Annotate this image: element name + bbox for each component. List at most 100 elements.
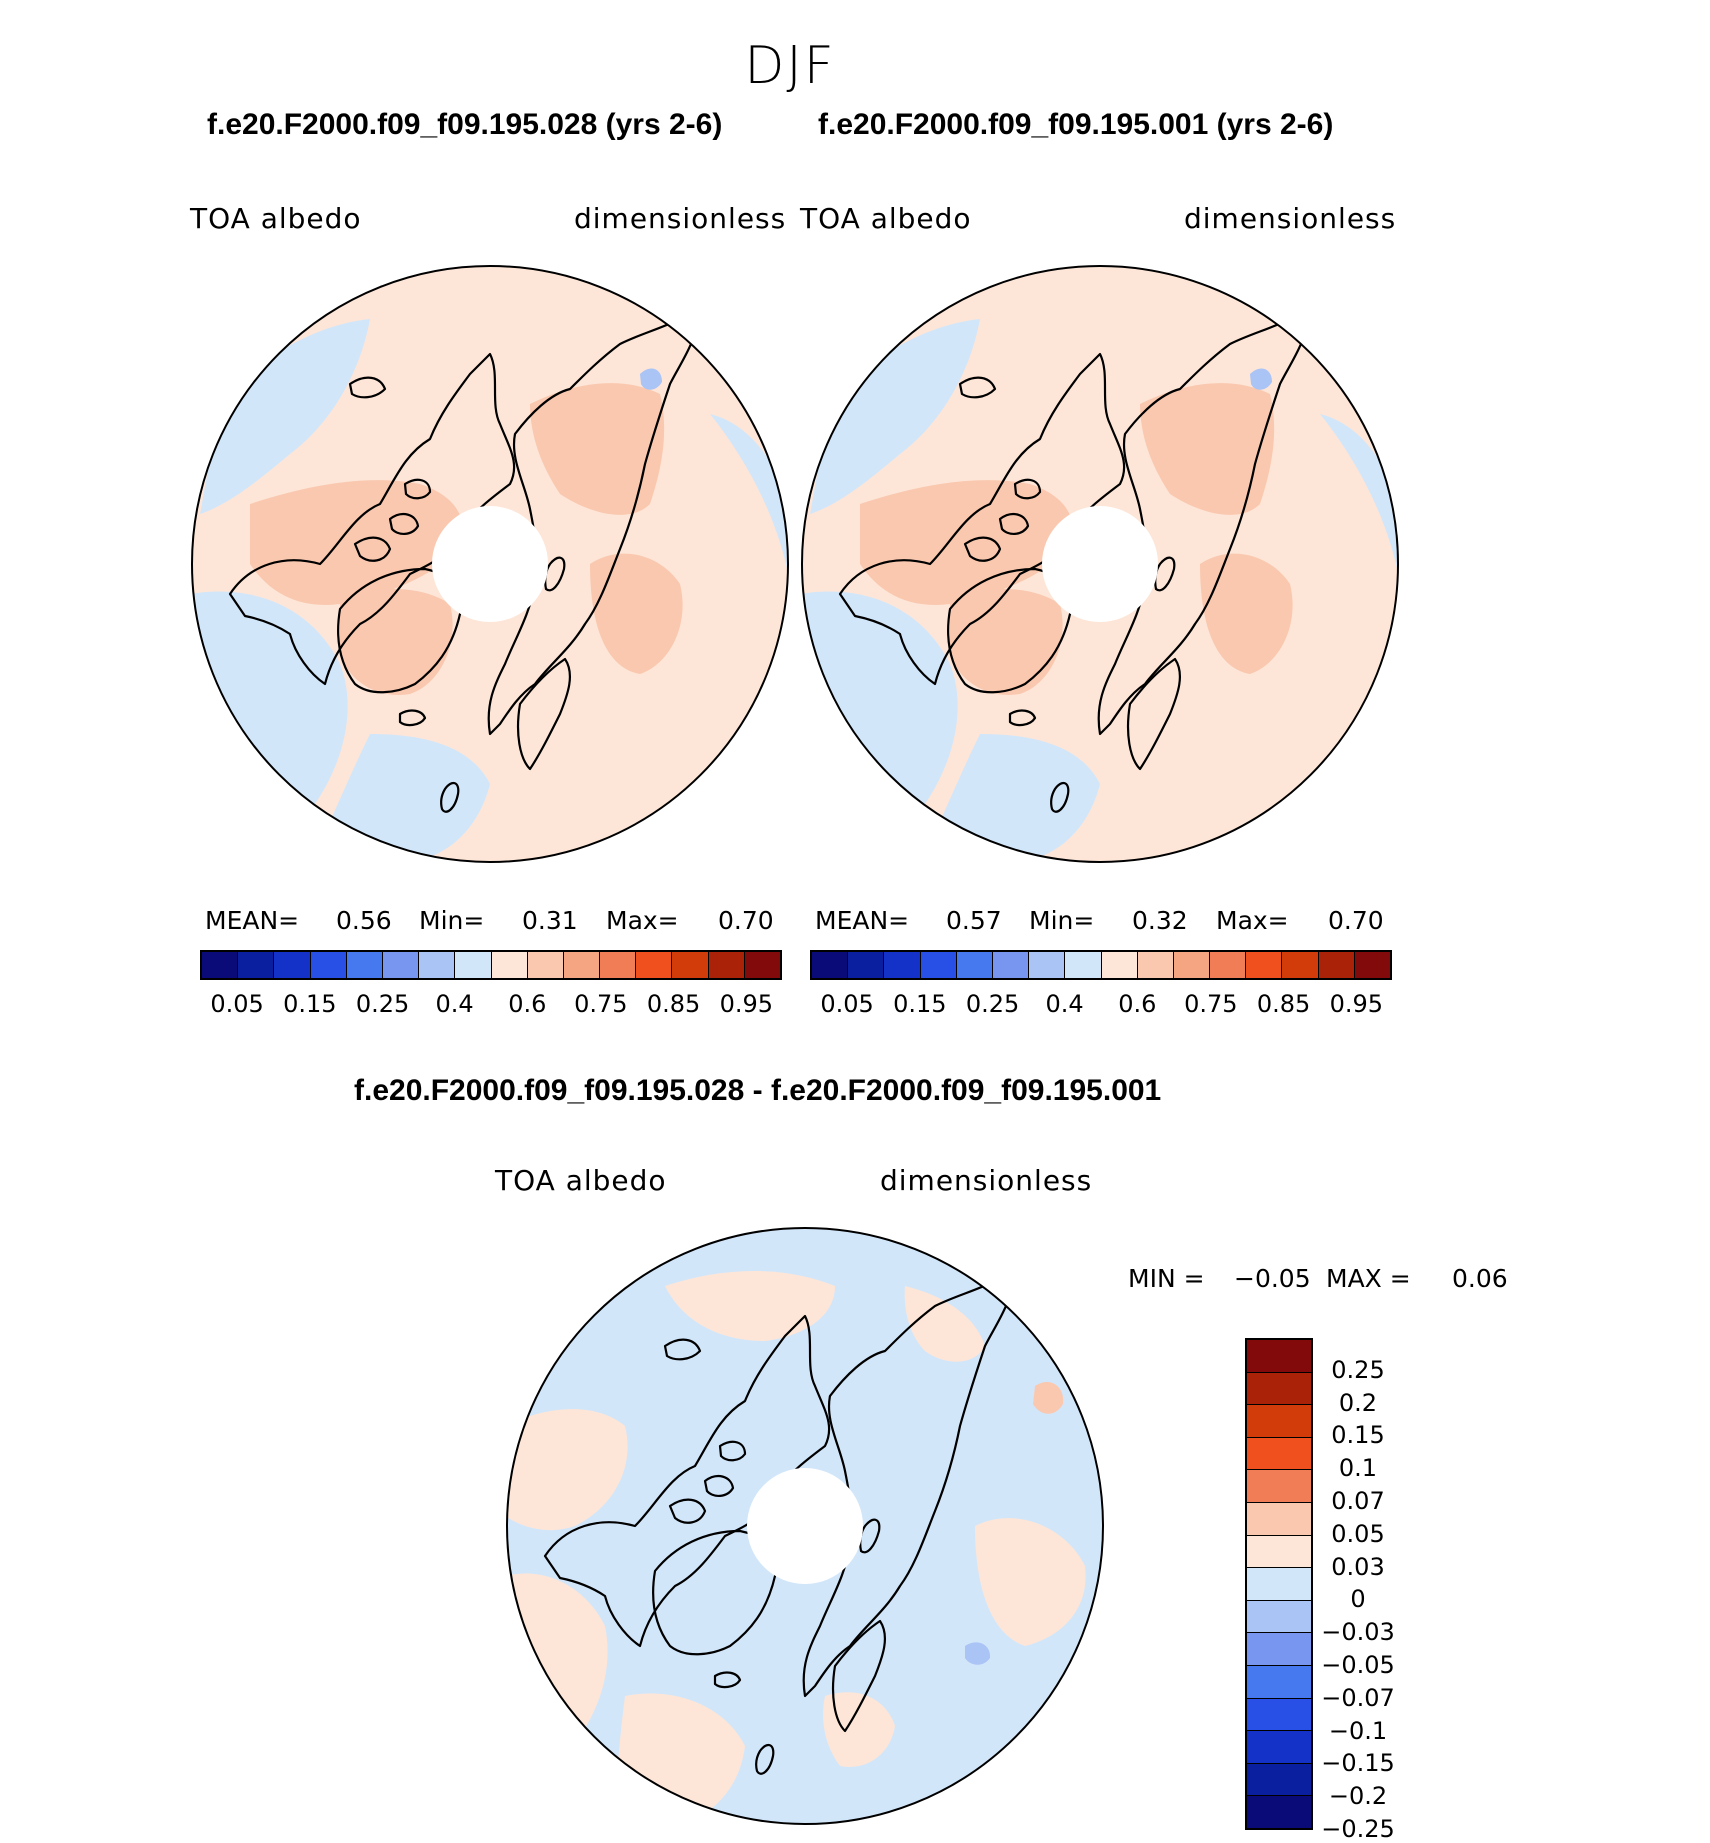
colorbar-swatch [1247, 1633, 1311, 1666]
colorbar-swatch [1247, 1535, 1311, 1569]
colorbar-swatch [563, 952, 601, 978]
panel-2-max-label: Max= [1216, 906, 1289, 935]
panel-1-max-label: Max= [606, 906, 679, 935]
map-contour-region [1140, 383, 1275, 515]
colorbar-swatch [1246, 952, 1283, 978]
map-contour-region [530, 383, 665, 515]
map-boundary-circle [506, 1227, 1104, 1825]
colorbar-swatch [1247, 1698, 1311, 1732]
coastline [388, 513, 420, 535]
colorbar-swatch [1247, 1763, 1311, 1797]
colorbar-swatch [848, 952, 885, 978]
colorbar-swatch [1247, 1600, 1311, 1634]
panel-1-min-value: 0.31 [522, 906, 578, 935]
coastline [398, 709, 427, 727]
colorbar-swatch [672, 952, 709, 978]
colorbar-tick-label: 0.25 [355, 990, 410, 1018]
map-boundary-circle [801, 265, 1399, 863]
colorbar-swatch [1247, 1405, 1311, 1438]
map-contour-region [1200, 553, 1293, 674]
coastline [958, 376, 997, 399]
map-contour-region [1033, 1382, 1064, 1414]
difference-polar-map [506, 1227, 1104, 1825]
colorbar-tick-label: 0.6 [1118, 990, 1157, 1018]
colorbar-tick-label: 0.6 [508, 990, 547, 1018]
colorbar-tick-label: −0.03 [1321, 1618, 1395, 1647]
colorbar-swatch [708, 952, 745, 978]
coastline [403, 478, 432, 500]
colorbar-tick-label: −0.2 [1328, 1782, 1388, 1811]
colorbar-tick-label: 0.15 [1331, 1421, 1385, 1450]
colorbar-swatch [956, 952, 993, 978]
colorbar-swatch [1247, 1340, 1311, 1373]
colorbar-tick-label: −0.15 [1321, 1749, 1395, 1778]
colorbar-swatch [1318, 952, 1355, 978]
colorbar-tick-label: 0.95 [719, 990, 774, 1018]
colorbar-tick-label: 0.2 [1338, 1388, 1378, 1417]
panel-1-polar-map [191, 265, 789, 863]
colorbar-swatch [346, 952, 383, 978]
map-contour-region [665, 1271, 835, 1341]
polar-data-gap [747, 1468, 863, 1584]
map-contour-region [823, 1692, 895, 1767]
colorbar-tick-label: 0.05 [210, 990, 264, 1018]
coastline [337, 567, 463, 694]
map-contour-region [965, 1642, 991, 1665]
colorbar-swatch [491, 952, 528, 978]
colorbar-swatch [1247, 1502, 1311, 1536]
panel-1-max-value: 0.70 [718, 906, 774, 935]
polar-data-gap [432, 506, 548, 622]
colorbar-tick-label: 0.75 [1184, 990, 1238, 1018]
colorbar-swatch [310, 952, 347, 978]
coastline [440, 781, 460, 813]
panel-2-max-value: 0.70 [1328, 906, 1384, 935]
coastline [998, 513, 1030, 535]
colorbar-tick-label: −0.05 [1321, 1651, 1395, 1679]
panel-1-units-label: dimensionless [574, 202, 787, 235]
colorbar-swatch [1247, 1437, 1311, 1471]
colorbar-tick-label: 0.85 [1256, 990, 1311, 1018]
panel-2-mean-label: MEAN= [815, 906, 910, 935]
panel-1-mean-label: MEAN= [205, 906, 300, 935]
colorbar-tick-label: 0.25 [1331, 1355, 1385, 1384]
colorbar-tick-label: 0.1 [1338, 1454, 1378, 1483]
colorbar-swatch [202, 952, 239, 978]
colorbar-tick-label: −0.25 [1321, 1815, 1395, 1843]
coastline [963, 536, 1002, 562]
colorbar-swatch [744, 952, 780, 978]
coastline [652, 1529, 778, 1656]
colorbar-swatch [600, 952, 637, 978]
panel-2-colorbar [810, 950, 1392, 980]
coastline [838, 352, 1126, 686]
map-contour-region [640, 368, 662, 390]
colorbar-tick-label: 0.05 [820, 990, 874, 1018]
coastline [755, 1743, 775, 1775]
panel-2-min-value: 0.32 [1132, 906, 1188, 935]
colorbar-tick-label: 0.25 [965, 990, 1020, 1018]
panel-2-mean-value: 0.57 [946, 906, 1002, 935]
colorbar-swatch [382, 952, 420, 978]
colorbar-swatch [1029, 952, 1066, 978]
panel-2-colorbar-ticks: 0.05 0.15 0.25 0.4 0.6 0.75 0.85 0.95 [810, 990, 1392, 1020]
colorbar-tick-label: 0.75 [574, 990, 628, 1018]
colorbar-swatch [238, 952, 275, 978]
difference-max-label: MAX = [1326, 1264, 1411, 1293]
colorbar-swatch [1173, 952, 1211, 978]
difference-variable-label: TOA albedo [495, 1164, 667, 1197]
colorbar-tick-label: 0.03 [1331, 1552, 1385, 1581]
map-contour-region [975, 1518, 1086, 1646]
colorbar-tick-label: 0.05 [1331, 1519, 1385, 1548]
colorbar-swatch [274, 952, 311, 978]
panel-1-min-label: Min= [419, 906, 485, 935]
colorbar-swatch [884, 952, 921, 978]
coastline [663, 1338, 702, 1361]
panel-2-case-title: f.e20.F2000.f09_f09.195.001 (yrs 2-6) [818, 108, 1334, 141]
coastline [1126, 657, 1182, 771]
panel-1-mean-value: 0.56 [336, 906, 392, 935]
colorbar-tick-label: 0.15 [893, 990, 947, 1018]
colorbar-swatch [1247, 1665, 1311, 1699]
colorbar-tick-label: 0 [1350, 1585, 1366, 1614]
panel-1-case-title: f.e20.F2000.f09_f09.195.028 (yrs 2-6) [207, 108, 723, 141]
colorbar-swatch [1282, 952, 1319, 978]
map-contour-region [1320, 414, 1398, 584]
